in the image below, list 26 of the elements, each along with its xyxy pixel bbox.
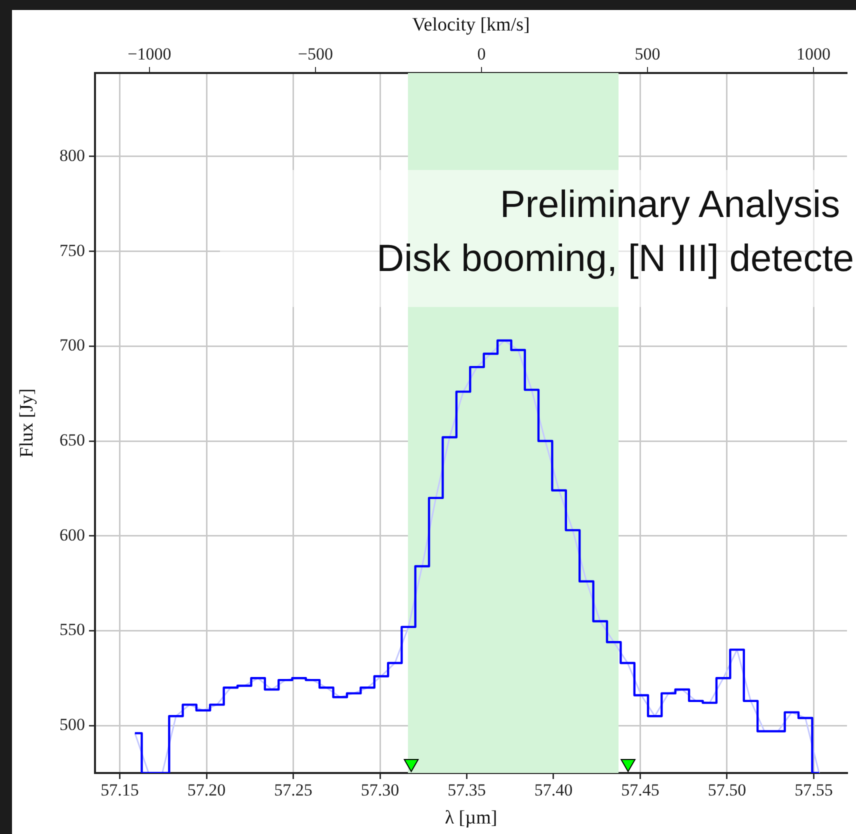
annotation: Preliminary Analysis	[500, 183, 840, 228]
x-tick-label: 57.50	[708, 780, 746, 800]
x-tick-label: 57.55	[794, 780, 833, 800]
y-tick-label: 500	[60, 715, 85, 734]
x-tick-label: 57.35	[448, 780, 486, 800]
x-axis-title: λ [µm]	[444, 808, 498, 829]
x2-tick-label: −500	[298, 44, 333, 64]
annotation: Disk booming, [N III] detecte	[376, 237, 854, 282]
x-tick-label: 57.20	[187, 780, 226, 800]
y-tick-label: 800	[60, 146, 85, 165]
x2-tick-label: −1000	[128, 44, 172, 64]
y-axis-title: Flux [Jy]	[16, 388, 38, 458]
y-tick-label: 600	[60, 525, 85, 544]
x2-axis-title: Velocity [km/s]	[412, 14, 530, 36]
y-tick-label: 700	[60, 336, 85, 355]
x2-tick-label: 500	[634, 44, 660, 64]
x-tick-label: 57.40	[534, 780, 573, 800]
x2-tick-label: 1000	[796, 44, 830, 64]
x-tick-label: 57.25	[274, 780, 312, 800]
x-tick-label: 57.45	[621, 780, 660, 800]
x2-tick-label: 0	[477, 44, 486, 64]
y-tick-label: 650	[60, 430, 85, 450]
y-tick-label: 550	[60, 620, 85, 640]
y-tick-label: 750	[60, 240, 85, 260]
x-tick-label: 57.30	[360, 780, 400, 800]
x-tick-label: 57.15	[100, 780, 139, 800]
